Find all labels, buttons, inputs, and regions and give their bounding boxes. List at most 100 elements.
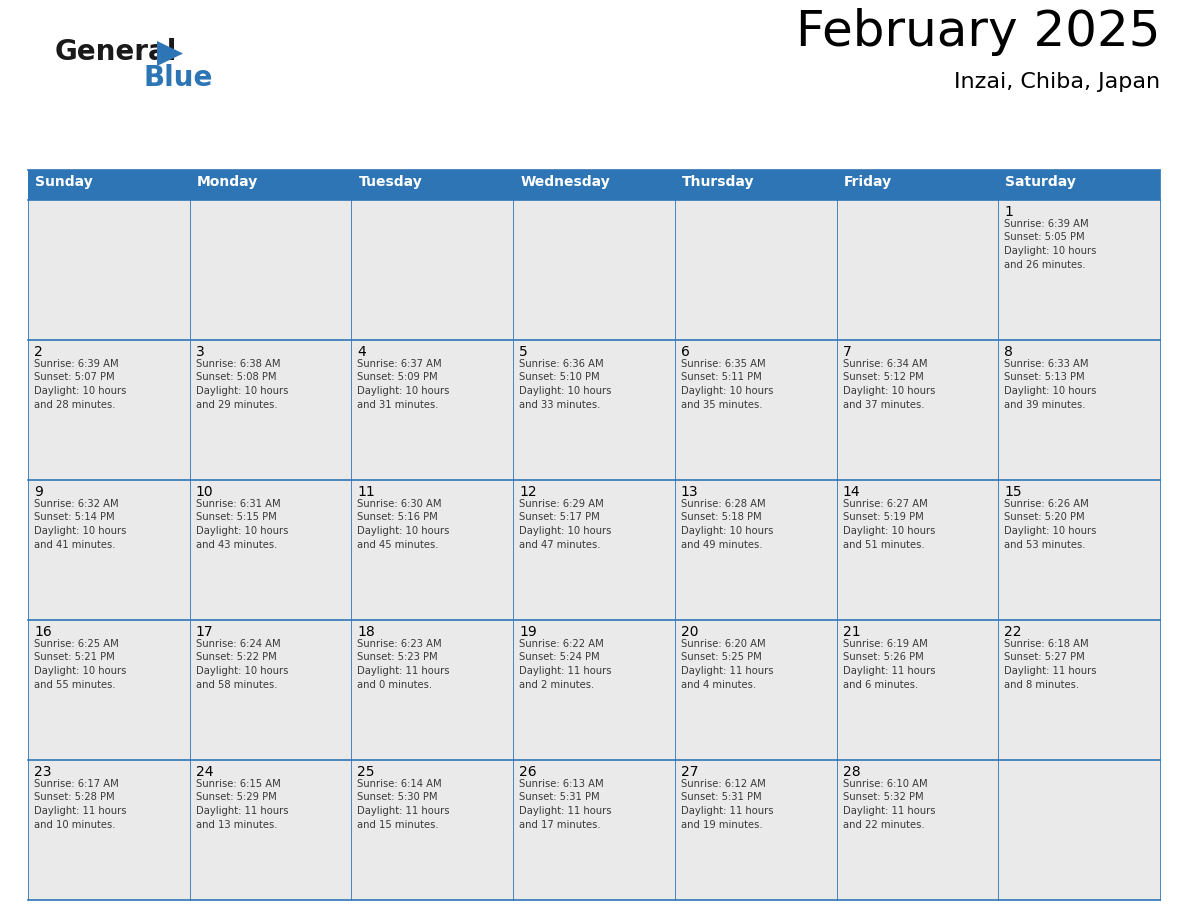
Text: Sunrise: 6:26 AM: Sunrise: 6:26 AM [1004, 499, 1089, 509]
Text: Sunset: 5:10 PM: Sunset: 5:10 PM [519, 373, 600, 383]
Text: 13: 13 [681, 485, 699, 499]
Bar [675, 760, 836, 900]
Text: and 2 minutes.: and 2 minutes. [519, 679, 594, 689]
Bar [836, 200, 998, 340]
Text: Sunrise: 6:13 AM: Sunrise: 6:13 AM [519, 779, 604, 789]
Bar [675, 480, 836, 620]
Text: Daylight: 10 hours: Daylight: 10 hours [358, 386, 450, 396]
Text: Sunset: 5:08 PM: Sunset: 5:08 PM [196, 373, 277, 383]
Text: Daylight: 10 hours: Daylight: 10 hours [196, 526, 287, 536]
Text: 17: 17 [196, 625, 214, 639]
Text: 23: 23 [34, 765, 51, 779]
Text: Thursday: Thursday [682, 175, 754, 189]
Bar [998, 620, 1159, 760]
Text: and 45 minutes.: and 45 minutes. [358, 540, 438, 550]
Text: Daylight: 11 hours: Daylight: 11 hours [681, 666, 773, 676]
Text: Sunrise: 6:18 AM: Sunrise: 6:18 AM [1004, 639, 1089, 649]
Text: and 15 minutes.: and 15 minutes. [358, 820, 440, 830]
Bar [998, 480, 1159, 620]
Bar [836, 620, 998, 760]
Text: Daylight: 10 hours: Daylight: 10 hours [519, 526, 612, 536]
Text: Sunset: 5:28 PM: Sunset: 5:28 PM [34, 792, 114, 802]
Bar [190, 620, 352, 760]
Text: and 37 minutes.: and 37 minutes. [842, 399, 924, 409]
Text: Sunset: 5:11 PM: Sunset: 5:11 PM [681, 373, 762, 383]
Text: Friday: Friday [843, 175, 892, 189]
Text: Sunset: 5:16 PM: Sunset: 5:16 PM [358, 512, 438, 522]
Text: General: General [55, 38, 177, 66]
Bar [513, 200, 675, 340]
Text: and 29 minutes.: and 29 minutes. [196, 399, 277, 409]
Bar [190, 480, 352, 620]
Bar [513, 760, 675, 900]
Bar [675, 200, 836, 340]
Text: Daylight: 10 hours: Daylight: 10 hours [34, 386, 126, 396]
Text: Daylight: 10 hours: Daylight: 10 hours [1004, 526, 1097, 536]
Text: Daylight: 11 hours: Daylight: 11 hours [842, 666, 935, 676]
Text: Sunrise: 6:29 AM: Sunrise: 6:29 AM [519, 499, 604, 509]
Text: and 39 minutes.: and 39 minutes. [1004, 399, 1086, 409]
Text: 12: 12 [519, 485, 537, 499]
Text: Sunset: 5:30 PM: Sunset: 5:30 PM [358, 792, 438, 802]
Text: Sunrise: 6:23 AM: Sunrise: 6:23 AM [358, 639, 442, 649]
Text: Daylight: 10 hours: Daylight: 10 hours [196, 386, 287, 396]
Text: and 0 minutes.: and 0 minutes. [358, 679, 432, 689]
Text: and 13 minutes.: and 13 minutes. [196, 820, 277, 830]
Text: Daylight: 10 hours: Daylight: 10 hours [519, 386, 612, 396]
Text: Sunset: 5:24 PM: Sunset: 5:24 PM [519, 653, 600, 663]
Text: and 28 minutes.: and 28 minutes. [34, 399, 115, 409]
Text: 21: 21 [842, 625, 860, 639]
Bar [675, 340, 836, 480]
Text: Sunrise: 6:12 AM: Sunrise: 6:12 AM [681, 779, 765, 789]
Text: 2: 2 [34, 345, 43, 359]
Text: Daylight: 10 hours: Daylight: 10 hours [842, 386, 935, 396]
Text: and 49 minutes.: and 49 minutes. [681, 540, 763, 550]
Text: Sunrise: 6:24 AM: Sunrise: 6:24 AM [196, 639, 280, 649]
Bar [836, 760, 998, 900]
Text: Sunrise: 6:15 AM: Sunrise: 6:15 AM [196, 779, 280, 789]
Text: and 22 minutes.: and 22 minutes. [842, 820, 924, 830]
Bar [29, 340, 190, 480]
Text: and 35 minutes.: and 35 minutes. [681, 399, 763, 409]
Text: Sunset: 5:20 PM: Sunset: 5:20 PM [1004, 512, 1085, 522]
Text: Daylight: 10 hours: Daylight: 10 hours [34, 526, 126, 536]
Text: 6: 6 [681, 345, 690, 359]
Text: and 58 minutes.: and 58 minutes. [196, 679, 277, 689]
Text: Sunrise: 6:33 AM: Sunrise: 6:33 AM [1004, 359, 1088, 369]
Text: and 10 minutes.: and 10 minutes. [34, 820, 115, 830]
Text: Sunset: 5:25 PM: Sunset: 5:25 PM [681, 653, 762, 663]
Bar [836, 340, 998, 480]
Text: Sunset: 5:29 PM: Sunset: 5:29 PM [196, 792, 277, 802]
Text: Sunset: 5:12 PM: Sunset: 5:12 PM [842, 373, 923, 383]
Text: Sunset: 5:21 PM: Sunset: 5:21 PM [34, 653, 115, 663]
Bar [29, 200, 190, 340]
Text: Daylight: 10 hours: Daylight: 10 hours [34, 666, 126, 676]
Text: Sunday: Sunday [34, 175, 93, 189]
Text: Sunrise: 6:22 AM: Sunrise: 6:22 AM [519, 639, 604, 649]
Bar [190, 200, 352, 340]
Bar [29, 760, 190, 900]
Text: 9: 9 [34, 485, 43, 499]
Text: Sunset: 5:05 PM: Sunset: 5:05 PM [1004, 232, 1085, 242]
Text: Sunrise: 6:10 AM: Sunrise: 6:10 AM [842, 779, 927, 789]
Text: Daylight: 11 hours: Daylight: 11 hours [842, 806, 935, 816]
Text: 1: 1 [1004, 205, 1013, 219]
Bar [190, 340, 352, 480]
Text: 20: 20 [681, 625, 699, 639]
Text: 22: 22 [1004, 625, 1022, 639]
Text: Sunset: 5:17 PM: Sunset: 5:17 PM [519, 512, 600, 522]
Text: Sunrise: 6:28 AM: Sunrise: 6:28 AM [681, 499, 765, 509]
Text: 7: 7 [842, 345, 852, 359]
Bar [998, 340, 1159, 480]
Text: and 8 minutes.: and 8 minutes. [1004, 679, 1080, 689]
Text: 28: 28 [842, 765, 860, 779]
Text: Sunrise: 6:30 AM: Sunrise: 6:30 AM [358, 499, 442, 509]
Bar [29, 480, 190, 620]
Text: Sunset: 5:23 PM: Sunset: 5:23 PM [358, 653, 438, 663]
Text: Daylight: 11 hours: Daylight: 11 hours [1004, 666, 1097, 676]
Text: 8: 8 [1004, 345, 1013, 359]
Text: and 53 minutes.: and 53 minutes. [1004, 540, 1086, 550]
Text: Monday: Monday [197, 175, 258, 189]
Text: Daylight: 10 hours: Daylight: 10 hours [1004, 246, 1097, 256]
Bar [513, 480, 675, 620]
